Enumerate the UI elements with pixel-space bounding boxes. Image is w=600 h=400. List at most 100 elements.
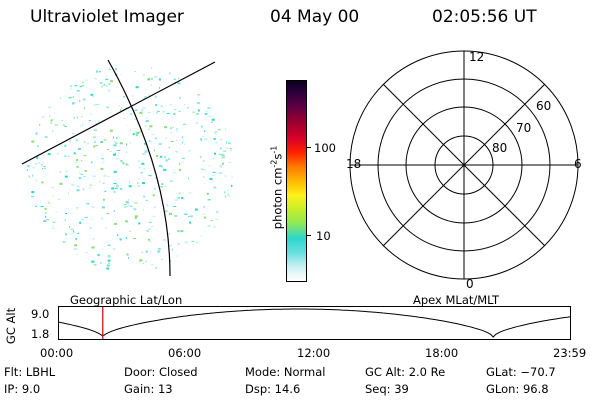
emission-speck (79, 171, 81, 174)
emission-speck (173, 206, 177, 208)
emission-speck (43, 176, 45, 178)
emission-speck (195, 122, 199, 124)
altitude-xtick-0000: 00:00 (40, 346, 74, 360)
emission-speck (152, 215, 156, 217)
emission-speck (114, 141, 118, 143)
emission-speck (229, 196, 233, 198)
emission-speck (213, 226, 217, 229)
emission-speck (220, 166, 222, 168)
emission-speck (140, 172, 144, 174)
emission-speck (48, 201, 50, 204)
emission-speck (156, 155, 158, 157)
emission-speck (113, 210, 115, 212)
emission-speck (181, 162, 185, 164)
emission-speck (73, 248, 77, 250)
emission-speck (223, 150, 227, 152)
geographic-image (21, 59, 234, 277)
emission-speck (224, 128, 226, 130)
emission-speck (138, 260, 141, 262)
emission-speck (197, 94, 201, 96)
emission-speck (113, 183, 117, 184)
emission-speck (102, 182, 105, 184)
emission-speck (100, 167, 104, 170)
emission-speck (177, 82, 181, 85)
emission-speck (116, 185, 120, 187)
emission-speck (153, 206, 156, 209)
emission-speck (119, 238, 122, 241)
altitude-xtick-1800: 18:00 (425, 346, 459, 360)
emission-speck (144, 96, 147, 98)
colorbar-tick-mark (306, 235, 311, 236)
emission-speck (35, 205, 38, 207)
emission-speck (116, 137, 118, 140)
emission-speck (95, 70, 98, 73)
emission-speck (192, 111, 195, 113)
emission-speck (101, 85, 103, 88)
status-seq: Seq: 39 (365, 382, 409, 396)
emission-speck (120, 74, 122, 75)
emission-speck (142, 153, 146, 155)
emission-speck (42, 168, 44, 170)
emission-speckles (26, 67, 234, 270)
emission-speck (148, 112, 151, 114)
emission-speck (90, 113, 92, 116)
emission-speck (207, 107, 211, 109)
emission-speck (60, 97, 62, 99)
emission-speck (145, 260, 148, 262)
emission-speck (106, 264, 110, 267)
emission-speck (153, 76, 157, 78)
emission-speck (132, 95, 134, 97)
emission-speck (71, 183, 75, 186)
emission-speck (44, 167, 47, 169)
emission-speck (74, 244, 78, 247)
emission-speck (147, 78, 151, 81)
emission-speck (115, 183, 118, 186)
emission-speck (187, 106, 189, 109)
emission-speck (76, 253, 78, 255)
emission-speck (59, 182, 63, 185)
emission-speck (65, 126, 67, 127)
emission-speck (207, 199, 211, 201)
emission-speck (160, 155, 163, 158)
emission-speck (173, 172, 176, 173)
emission-speck (28, 175, 30, 178)
emission-speck (93, 264, 97, 266)
emission-speck (35, 132, 38, 135)
emission-speck (168, 233, 171, 235)
emission-speck (106, 106, 110, 108)
emission-speck (57, 226, 59, 228)
emission-speck (92, 95, 95, 98)
emission-speck (181, 136, 183, 138)
emission-speck (68, 192, 69, 194)
emission-speck (92, 175, 96, 177)
emission-speck (173, 113, 176, 115)
emission-speck (103, 219, 105, 221)
emission-speck (129, 205, 133, 207)
emission-speck (75, 207, 79, 209)
emission-speck (37, 145, 39, 148)
emission-speck (76, 116, 78, 119)
emission-speck (113, 144, 117, 147)
emission-speck (227, 189, 229, 191)
polar-plot: 12 18 6 0 60 70 80 (346, 50, 582, 291)
emission-speck (54, 124, 58, 126)
emission-speck (157, 110, 160, 112)
emission-speck (141, 162, 145, 165)
emission-speck (176, 140, 178, 142)
emission-speck (64, 175, 68, 178)
emission-speck (103, 174, 107, 177)
emission-speck (162, 111, 166, 113)
emission-speck (200, 168, 203, 171)
emission-speck (59, 170, 62, 173)
emission-speck (40, 206, 44, 207)
emission-speck (73, 116, 75, 119)
emission-speck (65, 170, 68, 173)
emission-speck (134, 118, 136, 120)
emission-speck (229, 148, 232, 149)
emission-speck (136, 132, 140, 134)
mlt-label-0: 0 (466, 277, 474, 291)
emission-speck (200, 155, 202, 158)
emission-speck (103, 198, 105, 201)
emission-speck (221, 157, 225, 159)
emission-speck (82, 98, 86, 101)
